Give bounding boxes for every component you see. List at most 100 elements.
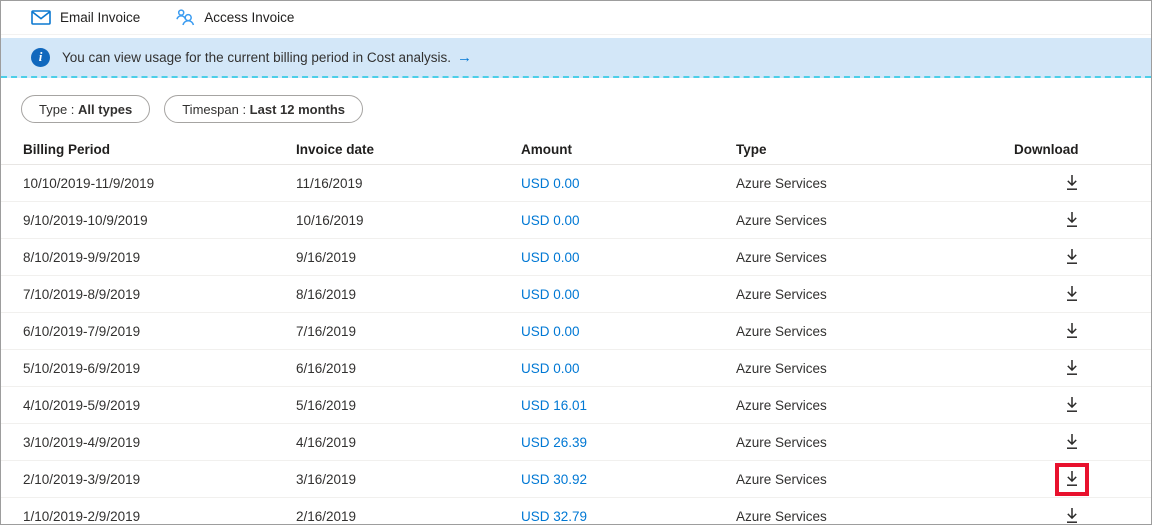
download-button[interactable] — [1055, 278, 1089, 311]
type-cell: Azure Services — [736, 434, 827, 450]
column-header-amount: Amount — [521, 141, 572, 157]
type-cell: Azure Services — [736, 471, 827, 487]
download-button[interactable] — [1055, 241, 1089, 274]
download-button[interactable] — [1055, 167, 1089, 200]
billing-period-cell: 8/10/2019-9/9/2019 — [23, 249, 141, 265]
download-icon — [1065, 507, 1079, 525]
amount-link[interactable]: USD 16.01 — [521, 397, 588, 413]
timespan-filter-value: Last 12 months — [249, 101, 346, 117]
download-icon — [1065, 396, 1079, 416]
type-cell: Azure Services — [736, 323, 827, 339]
email-invoice-button[interactable]: Email Invoice — [31, 10, 140, 25]
download-cell — [1014, 352, 1129, 385]
invoice-date-cell: 9/16/2019 — [296, 249, 357, 265]
invoice-date-cell: 8/16/2019 — [296, 286, 357, 302]
invoice-date-cell: 10/16/2019 — [296, 212, 364, 228]
table-row: 2/10/2019-3/9/2019 3/16/2019 USD 30.92 A… — [1, 461, 1151, 498]
download-cell — [1014, 315, 1129, 348]
type-cell: Azure Services — [736, 212, 827, 228]
type-cell: Azure Services — [736, 175, 827, 191]
download-button[interactable] — [1055, 315, 1089, 348]
access-invoice-button[interactable]: Access Invoice — [176, 9, 294, 26]
amount-link[interactable]: USD 0.00 — [521, 175, 580, 191]
download-cell — [1014, 500, 1129, 525]
column-header-download: Download — [1014, 141, 1079, 157]
billing-period-cell: 1/10/2019-2/9/2019 — [23, 508, 141, 524]
download-button[interactable] — [1055, 500, 1089, 525]
info-banner: i You can view usage for the current bil… — [1, 38, 1151, 78]
download-icon — [1065, 359, 1079, 379]
table-header: Billing Period Invoice date Amount Type … — [1, 134, 1151, 165]
column-header-invoice-date: Invoice date — [296, 141, 375, 157]
type-filter-label: Type — [39, 101, 68, 117]
billing-period-cell: 4/10/2019-5/9/2019 — [23, 397, 141, 413]
type-cell: Azure Services — [736, 286, 827, 302]
amount-link[interactable]: USD 0.00 — [521, 323, 580, 339]
invoice-date-cell: 6/16/2019 — [296, 360, 357, 376]
amount-link[interactable]: USD 32.79 — [521, 508, 588, 524]
filter-bar: Type : All types Timespan : Last 12 mont… — [21, 95, 1151, 123]
people-icon — [176, 9, 195, 26]
download-icon — [1065, 248, 1079, 268]
type-cell: Azure Services — [736, 508, 827, 524]
column-header-type: Type — [736, 141, 767, 157]
type-cell: Azure Services — [736, 360, 827, 376]
email-invoice-label: Email Invoice — [60, 10, 141, 25]
invoice-date-cell: 11/16/2019 — [296, 175, 363, 191]
download-icon — [1065, 211, 1079, 231]
table-row: 7/10/2019-8/9/2019 8/16/2019 USD 0.00 Az… — [1, 276, 1151, 313]
invoice-date-cell: 3/16/2019 — [296, 471, 357, 487]
download-button[interactable] — [1055, 352, 1089, 385]
timespan-filter-pill[interactable]: Timespan : Last 12 months — [164, 95, 364, 123]
download-icon — [1065, 322, 1079, 342]
table-row: 9/10/2019-10/9/2019 10/16/2019 USD 0.00 … — [1, 202, 1151, 239]
download-cell — [1014, 167, 1129, 200]
download-cell — [1014, 241, 1129, 274]
download-icon — [1065, 433, 1079, 453]
table-row: 5/10/2019-6/9/2019 6/16/2019 USD 0.00 Az… — [1, 350, 1151, 387]
amount-link[interactable]: USD 0.00 — [521, 212, 580, 228]
amount-link[interactable]: USD 0.00 — [521, 249, 580, 265]
invoice-date-cell: 2/16/2019 — [296, 508, 357, 524]
billing-period-cell: 7/10/2019-8/9/2019 — [23, 286, 141, 302]
email-icon — [31, 10, 51, 25]
invoices-table: Billing Period Invoice date Amount Type … — [1, 134, 1151, 525]
download-cell — [1014, 204, 1129, 237]
amount-link[interactable]: USD 26.39 — [521, 434, 588, 450]
billing-period-cell: 5/10/2019-6/9/2019 — [23, 360, 141, 376]
amount-link[interactable]: USD 30.92 — [521, 471, 588, 487]
type-cell: Azure Services — [736, 397, 827, 413]
billing-period-cell: 2/10/2019-3/9/2019 — [23, 471, 141, 487]
filter-separator: : — [67, 101, 79, 117]
table-row: 3/10/2019-4/9/2019 4/16/2019 USD 26.39 A… — [1, 424, 1151, 461]
download-button[interactable] — [1055, 389, 1089, 422]
type-filter-pill[interactable]: Type : All types — [21, 95, 151, 123]
download-button[interactable] — [1055, 426, 1089, 459]
column-header-billing-period: Billing Period — [23, 141, 111, 157]
download-cell — [1014, 278, 1129, 311]
billing-period-cell: 6/10/2019-7/9/2019 — [23, 323, 141, 339]
banner-arrow-link[interactable]: → — [456, 48, 472, 66]
download-button[interactable] — [1054, 462, 1089, 496]
command-bar: Email Invoice Access Invoice — [1, 1, 1151, 35]
invoice-date-cell: 7/16/2019 — [296, 323, 357, 339]
download-button[interactable] — [1055, 204, 1089, 237]
type-cell: Azure Services — [736, 249, 827, 265]
billing-period-cell: 9/10/2019-10/9/2019 — [23, 212, 148, 228]
table-row: 1/10/2019-2/9/2019 2/16/2019 USD 32.79 A… — [1, 498, 1151, 525]
download-icon — [1065, 470, 1079, 490]
info-icon: i — [31, 47, 50, 67]
download-cell — [1014, 426, 1129, 459]
invoice-date-cell: 5/16/2019 — [296, 397, 357, 413]
timespan-filter-label: Timespan — [182, 101, 239, 117]
table-row: 10/10/2019-11/9/2019 11/16/2019 USD 0.00… — [1, 165, 1151, 202]
billing-period-cell: 10/10/2019-11/9/2019 — [23, 175, 155, 191]
amount-link[interactable]: USD 0.00 — [521, 360, 580, 376]
table-row: 8/10/2019-9/9/2019 9/16/2019 USD 0.00 Az… — [1, 239, 1151, 276]
download-icon — [1065, 285, 1079, 305]
amount-link[interactable]: USD 0.00 — [521, 286, 580, 302]
access-invoice-label: Access Invoice — [204, 10, 295, 25]
download-icon — [1065, 174, 1079, 194]
table-body: 10/10/2019-11/9/2019 11/16/2019 USD 0.00… — [1, 165, 1151, 525]
